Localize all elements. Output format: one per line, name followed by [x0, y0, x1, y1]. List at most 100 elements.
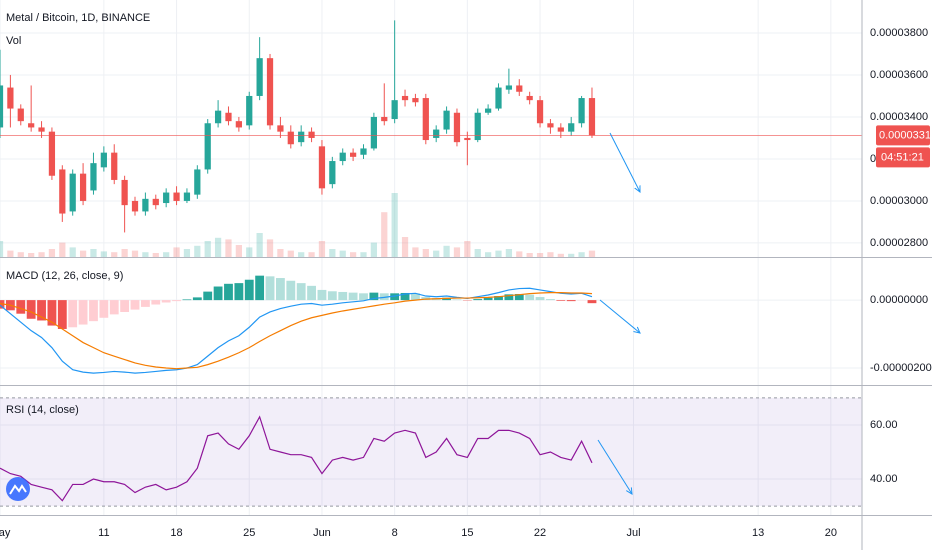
histogram-bar: [99, 300, 109, 318]
volume-bar: [308, 252, 315, 257]
candle-body: [464, 137, 471, 141]
y-tick-label: 0.00003600: [870, 69, 928, 81]
candle-body: [142, 198, 149, 212]
volume-bar: [111, 252, 118, 257]
volume-bar: [588, 250, 596, 257]
candle-body: [256, 58, 263, 96]
volume-bar: [516, 251, 523, 257]
logo[interactable]: [6, 477, 30, 501]
histogram-bar: [68, 300, 78, 328]
volume-bar: [401, 237, 409, 257]
volume-bar: [505, 249, 513, 257]
histogram-bar: [504, 294, 514, 301]
candle-body: [28, 123, 35, 128]
volume-bar: [536, 253, 544, 257]
histogram-bar: [130, 300, 140, 310]
volume-bar: [204, 241, 211, 257]
candle-body: [17, 108, 24, 122]
histogram-bar: [473, 299, 483, 301]
candle-body: [526, 95, 533, 101]
candle-body: [38, 127, 45, 132]
volume-bar: [557, 253, 564, 257]
x-tick-label: 8: [392, 527, 398, 539]
histogram-bar: [182, 299, 192, 301]
volume-bar: [485, 252, 492, 257]
y-tick-label: 0.00000000: [870, 294, 928, 306]
candle-body: [381, 116, 388, 122]
x-tick-label: 11: [98, 527, 109, 539]
y-tick-label: 0.00003000: [870, 195, 928, 207]
volume-bar: [79, 250, 87, 257]
histogram-bar: [494, 296, 503, 301]
x-tick-label: 20: [825, 527, 837, 539]
x-tick-label: 22: [534, 527, 546, 539]
chart-title: Metal / Bitcoin, 1D, BINANCE: [6, 12, 150, 24]
candle-body: [48, 131, 56, 176]
candle-body: [277, 125, 284, 132]
last-price-label: 0.00003312: [879, 129, 932, 141]
volume-bar: [453, 247, 461, 257]
candle-body: [505, 85, 513, 90]
volume-bar: [131, 250, 139, 257]
candle-body: [225, 112, 232, 122]
y-tick-label: 0.00003400: [870, 111, 928, 123]
volume-bar: [152, 253, 159, 257]
volume-bar: [194, 245, 201, 257]
histogram-bar: [89, 300, 98, 322]
volume-bar: [17, 252, 24, 257]
candle-body: [547, 123, 554, 128]
candle-body: [183, 192, 191, 201]
candle-body: [100, 152, 107, 168]
volume-label: Vol: [6, 35, 21, 47]
histogram-bar: [359, 293, 368, 301]
candle-body: [433, 129, 440, 138]
histogram-bar: [255, 275, 265, 301]
volume-bar: [349, 252, 357, 257]
arrow-drawing: [599, 299, 640, 333]
candle-body: [59, 169, 66, 214]
y-tick-label: 40.00: [870, 473, 898, 485]
last-price-box: [876, 125, 930, 146]
y-tick-label: 0.00003800: [870, 27, 928, 39]
histogram-bar: [192, 297, 202, 301]
candle-body: [152, 198, 159, 206]
histogram-bar: [327, 291, 337, 301]
countdown-label: 04:51:21: [881, 151, 924, 163]
volume-bar: [163, 252, 170, 257]
candle-body: [318, 146, 326, 189]
volume-bar: [526, 253, 533, 257]
histogram-bar: [244, 279, 254, 301]
histogram-bar: [483, 297, 493, 301]
candle-body: [79, 173, 87, 201]
histogram-bar: [566, 300, 576, 302]
candle-body: [412, 98, 419, 103]
histogram-bar: [47, 300, 57, 326]
candle-body: [69, 173, 76, 212]
histogram-bar: [369, 292, 379, 301]
histogram-bar: [307, 285, 316, 301]
histogram-bar: [338, 291, 348, 301]
histogram-bar: [546, 299, 555, 301]
x-tick-label: Jul: [626, 527, 640, 539]
candle-body: [246, 95, 253, 126]
histogram-bar: [16, 300, 26, 314]
candle-body: [401, 95, 409, 101]
rsi-title: RSI (14, close): [6, 404, 79, 416]
candle-body: [308, 131, 315, 138]
candle-body: [349, 152, 357, 157]
volume-bar: [38, 252, 45, 257]
candle-body: [557, 127, 564, 132]
y-tick-label: 0.00002800: [870, 237, 928, 249]
volume-bar: [277, 249, 284, 257]
candle-body: [121, 179, 128, 206]
volume-bar: [142, 252, 149, 257]
candle-body: [235, 121, 242, 128]
x-tick-label: Jun: [313, 527, 331, 539]
histogram-bar: [556, 300, 566, 301]
candle-body: [329, 161, 336, 185]
histogram-bar: [37, 300, 46, 321]
histogram-bar: [452, 299, 462, 301]
volume-bar: [433, 250, 440, 257]
candle-body: [474, 112, 481, 141]
histogram-bar: [525, 294, 535, 301]
